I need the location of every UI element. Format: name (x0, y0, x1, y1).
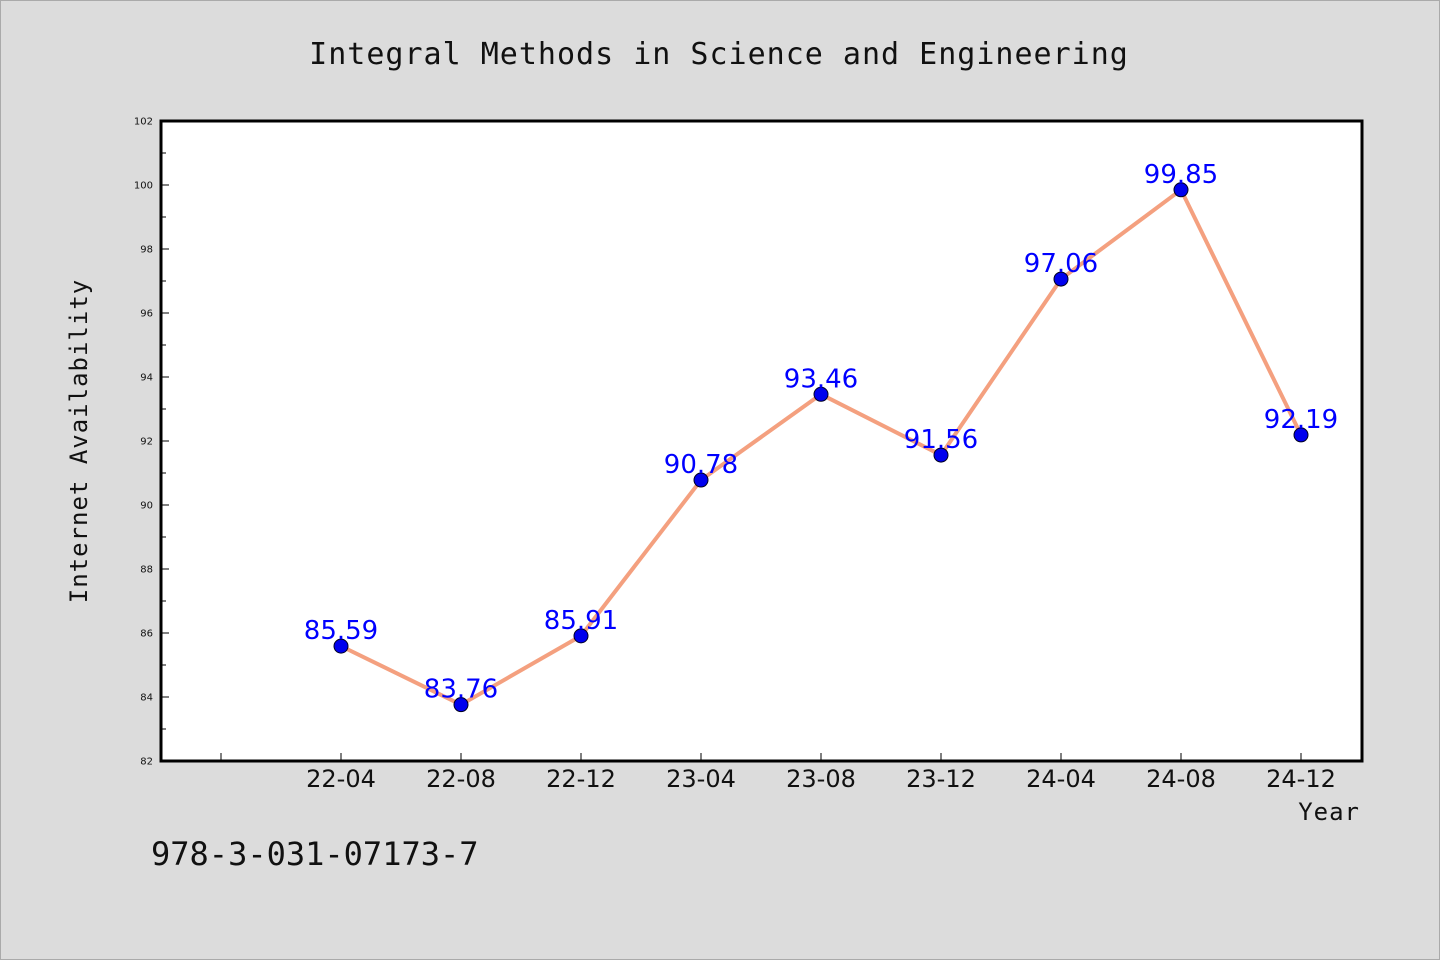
y-axis-label: Internet Availability (65, 279, 93, 603)
y-tick-label: 94 (140, 373, 153, 384)
chart-title: Integral Methods in Science and Engineer… (309, 37, 1129, 72)
x-tick-label: 24-04 (1026, 765, 1096, 793)
y-tick-label: 96 (140, 309, 153, 320)
data-point (693, 472, 709, 488)
data-point (813, 386, 829, 402)
x-tick-label: 24-08 (1146, 765, 1216, 793)
isbn-footer: 978-3-031-07173-7 (151, 835, 479, 873)
data-labels: 85.59 83.76 85.91 90.78 93.46 91.56 97.06 99.85… (304, 160, 1338, 705)
x-tick-label: 23-08 (786, 765, 856, 793)
y-tick-label: 82 (140, 757, 153, 768)
y-tick-label: 98 (140, 245, 153, 256)
x-tick-label: 23-04 (666, 765, 736, 793)
y-tick-label: 92 (140, 437, 153, 448)
data-label: 99.85 (1144, 160, 1218, 190)
data-label: 90.78 (664, 450, 738, 480)
x-axis-label: Year (1298, 798, 1360, 826)
data-point (1173, 182, 1189, 198)
y-tick-label: 84 (140, 693, 153, 704)
x-tick-label: 23-12 (906, 765, 976, 793)
y-tick-label: 86 (140, 629, 153, 640)
plot-area (161, 121, 1362, 761)
data-point (933, 447, 949, 463)
data-point (453, 697, 469, 713)
data-label: 91.56 (904, 425, 978, 455)
data-label: 85.59 (304, 616, 378, 646)
data-point (573, 628, 589, 644)
y-tick-label: 90 (140, 501, 153, 512)
data-point (1053, 271, 1069, 287)
data-label: 93.46 (784, 364, 858, 394)
axis-ticks: 82 84 86 88 90 92 94 96 98 100 102 22-04 22-08 22-12 2… (134, 117, 1336, 794)
data-label: 92.19 (1264, 405, 1338, 435)
data-point (333, 638, 349, 654)
data-label: 97.06 (1024, 249, 1098, 279)
data-label: 85.91 (544, 606, 618, 636)
x-tick-label: 22-12 (546, 765, 616, 793)
plot-frame (159, 119, 1364, 763)
x-tick-label: 22-08 (426, 765, 496, 793)
data-point (1293, 427, 1309, 443)
y-tick-label: 100 (134, 181, 153, 192)
y-tick-label: 102 (134, 117, 153, 128)
y-tick-label: 88 (140, 565, 153, 576)
series-layer (333, 182, 1309, 713)
x-tick-label: 24-12 (1266, 765, 1336, 793)
data-label: 83.76 (424, 675, 498, 705)
x-tick-label: 22-04 (306, 765, 376, 793)
